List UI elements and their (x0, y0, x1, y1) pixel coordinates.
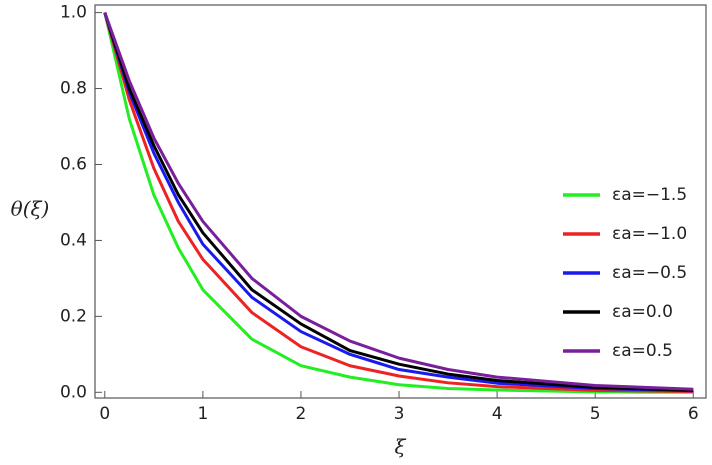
y-tick-label: 0.8 (60, 79, 87, 99)
y-tick-label: 0.4 (60, 230, 87, 250)
y-tick-label: 1.0 (60, 3, 87, 23)
y-tick-label: 0.2 (60, 306, 87, 326)
y-axis-label: θ(ξ) (11, 197, 50, 221)
x-tick-label: 5 (590, 404, 601, 424)
plot-frame (94, 4, 707, 399)
x-axis-label: ξ (394, 435, 406, 459)
legend-label: εa=−1.5 (612, 185, 687, 205)
x-tick-label: 4 (492, 404, 503, 424)
legend-label: εa=0.0 (612, 302, 673, 322)
series-line (103, 12, 694, 392)
y-tick-label: 0.0 (60, 382, 87, 402)
series-line (103, 12, 694, 393)
y-tick-label: 0.6 (60, 154, 87, 174)
x-tick-label: 3 (394, 404, 405, 424)
series-line (103, 12, 694, 391)
series-line (103, 12, 694, 394)
x-tick-label: 2 (296, 404, 307, 424)
legend-label: εa=−0.5 (612, 263, 687, 283)
x-tick-label: 1 (197, 404, 208, 424)
x-tick-label: 6 (688, 404, 699, 424)
legend-label: εa=−1.0 (612, 224, 687, 244)
series-line (103, 12, 694, 394)
legend-label: εa=0.5 (612, 341, 673, 361)
x-tick-label: 0 (99, 404, 110, 424)
